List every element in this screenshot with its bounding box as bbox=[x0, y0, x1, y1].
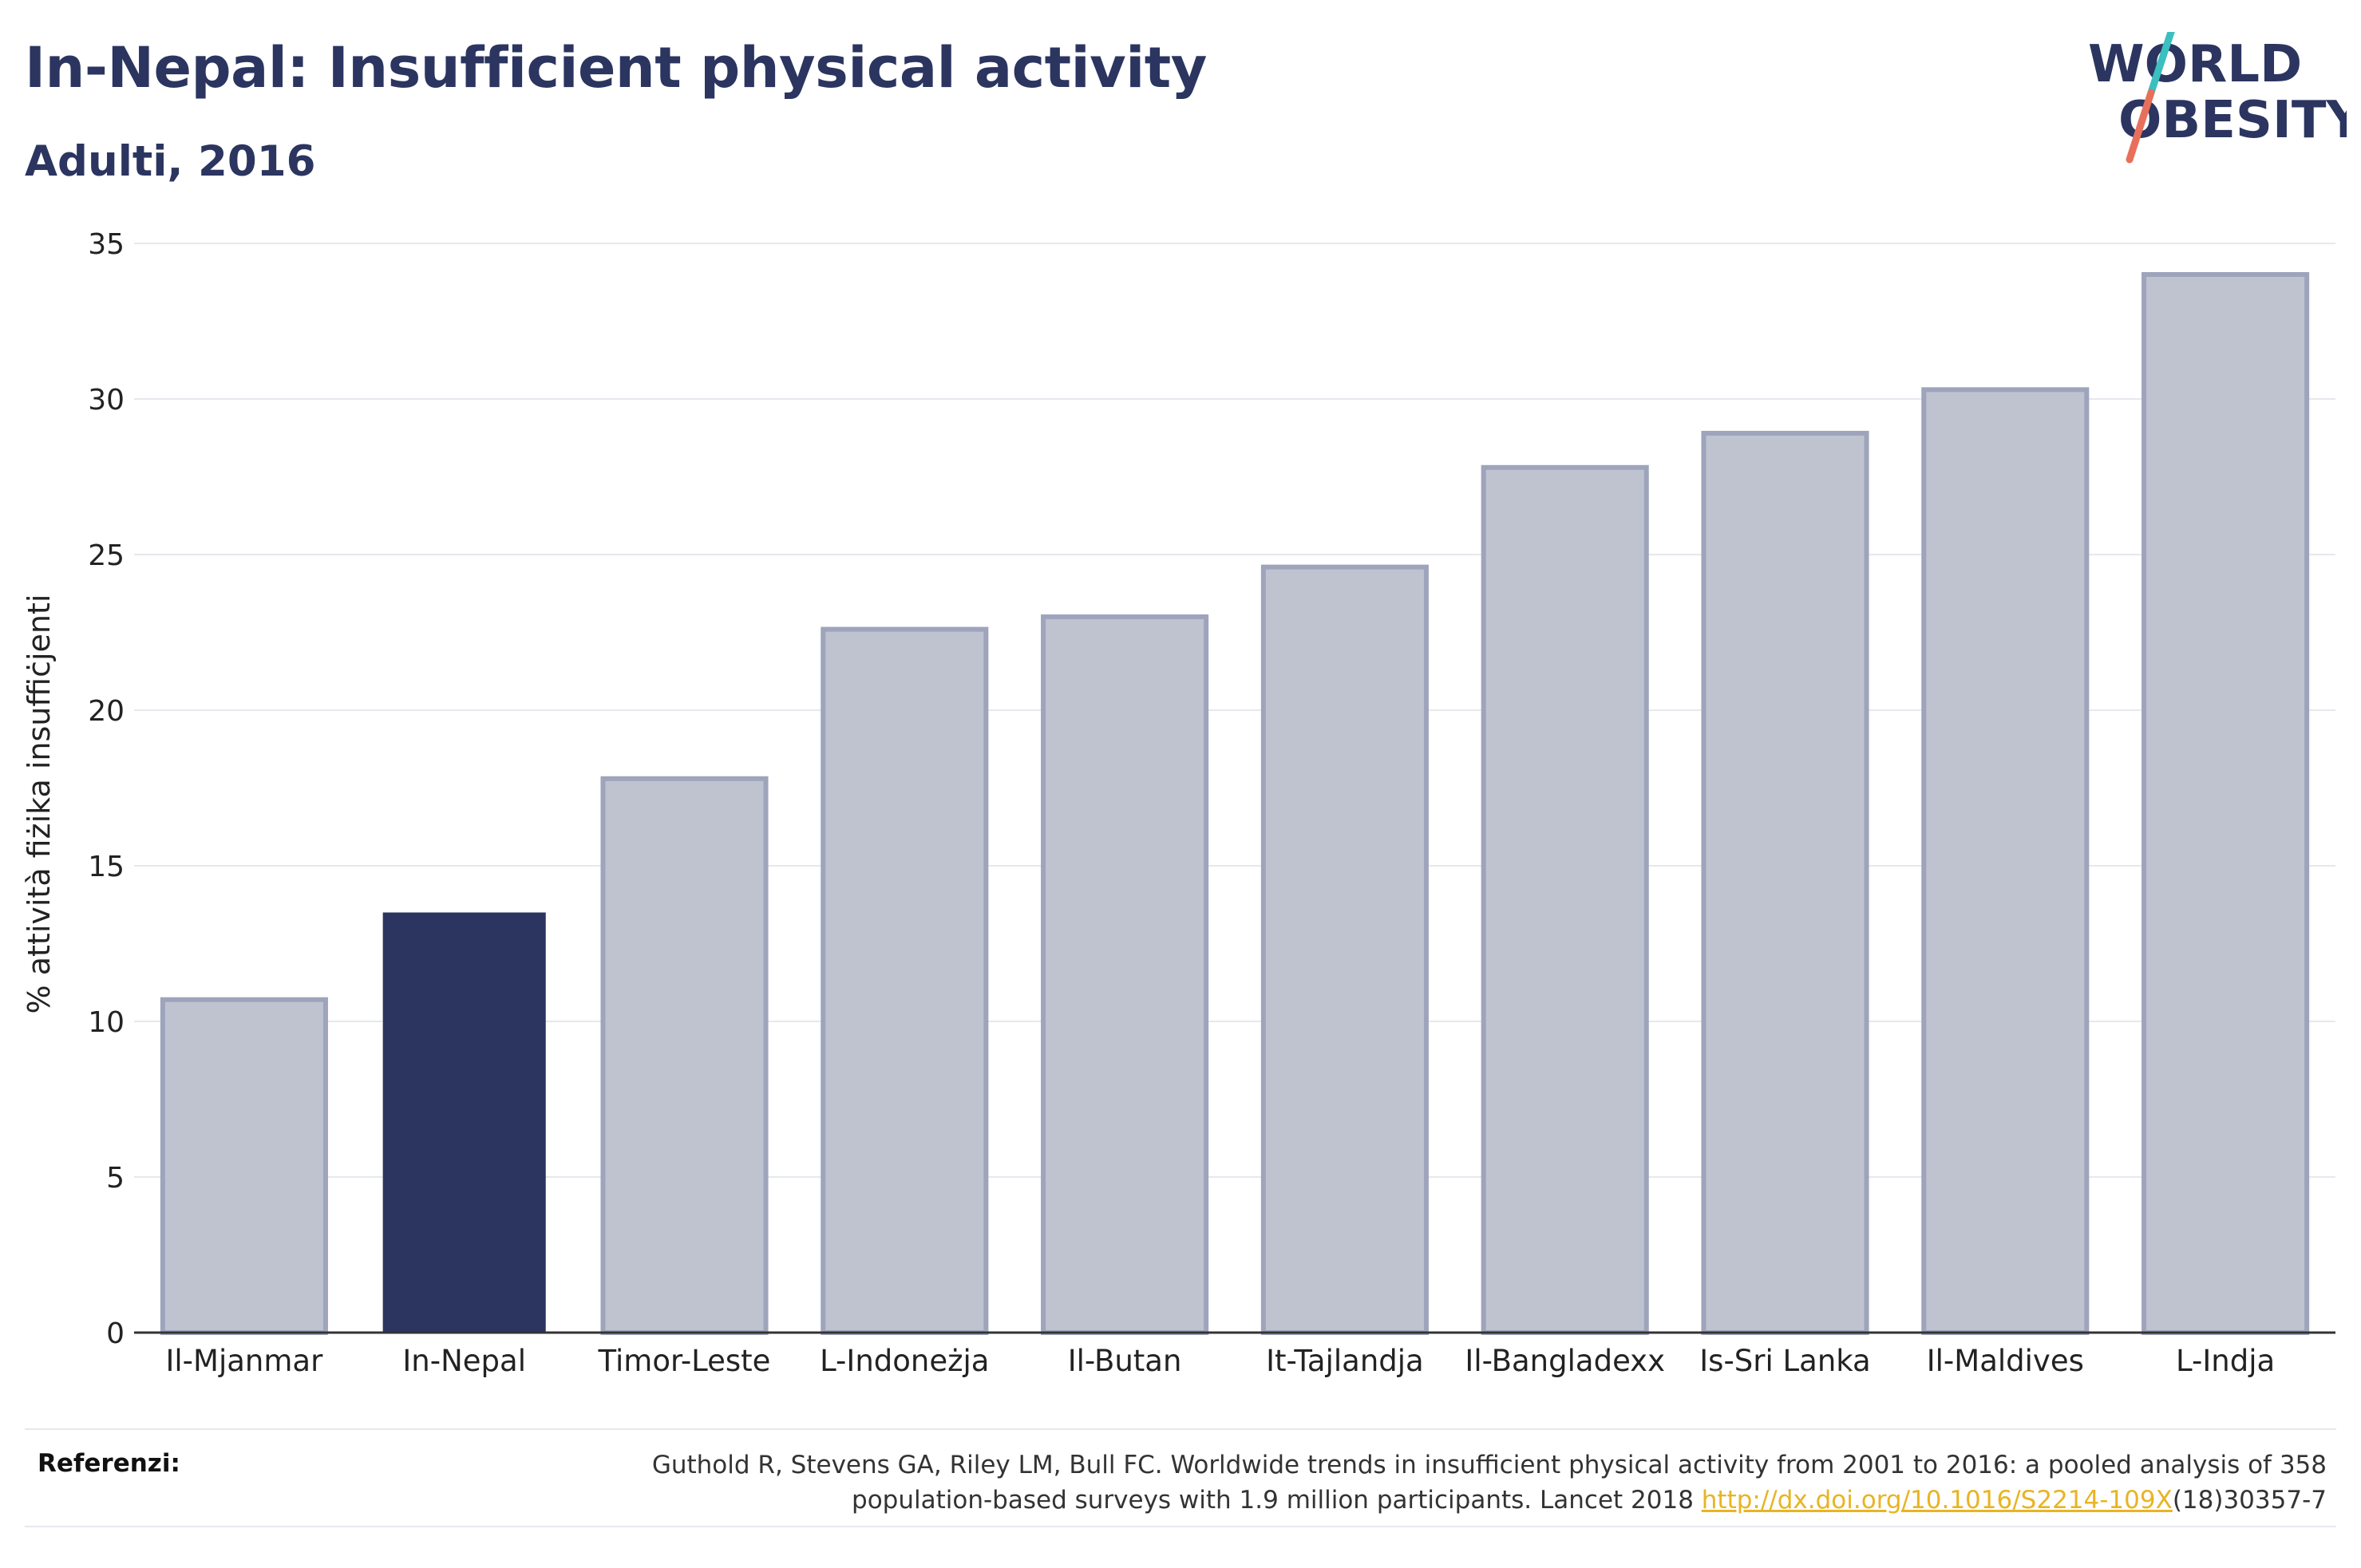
x-tick-label: Is-Sri Lanka bbox=[1699, 1344, 1870, 1378]
page-subtitle: Adulti, 2016 bbox=[25, 137, 316, 186]
y-axis-ticks: 0 5 10 15 20 25 30 35 bbox=[88, 228, 125, 1350]
x-tick-label: Il-Bangladexx bbox=[1465, 1344, 1665, 1378]
logo-word-world: WORLD bbox=[2088, 35, 2302, 94]
x-tick-label: In-Nepal bbox=[402, 1344, 526, 1378]
y-tick-label: 10 bbox=[88, 1006, 125, 1039]
y-tick-label: 20 bbox=[88, 695, 125, 728]
y-tick-label: 30 bbox=[88, 384, 125, 417]
doi-link[interactable]: http://dx.doi.org/10.1016/S2214-109X bbox=[1701, 1486, 2173, 1515]
x-tick-label: L-Indoneżja bbox=[820, 1344, 989, 1378]
page-title: In-Nepal: Insufficient physical activity bbox=[25, 35, 1207, 101]
y-tick-label: 25 bbox=[88, 539, 125, 572]
references-label: Referenzi: bbox=[38, 1449, 180, 1478]
x-tick-label: Timor-Leste bbox=[598, 1344, 771, 1378]
bar-L-Indoneżja bbox=[821, 626, 989, 1335]
x-tick-label: L-Indja bbox=[2176, 1344, 2275, 1378]
y-tick-label: 35 bbox=[88, 228, 125, 261]
x-tick-label: It-Tajlandja bbox=[1266, 1344, 1424, 1378]
bar-Il-Bangladexx bbox=[1481, 464, 1649, 1335]
reference-line-1: Guthold R, Stevens GA, Riley LM, Bull FC… bbox=[651, 1451, 2327, 1479]
world-obesity-logo: WORLD OBESITY bbox=[2088, 32, 2347, 164]
logo-word-obesity: OBESITY bbox=[2118, 91, 2347, 150]
bar-Il-Butan bbox=[1041, 614, 1209, 1335]
reference-line-2-end: (18)30357-7 bbox=[2172, 1486, 2327, 1515]
bar-Il-Maldives bbox=[1921, 387, 2090, 1335]
bar-L-Indja bbox=[2142, 272, 2310, 1335]
bar-chart: 0 5 10 15 20 25 30 35 Il-Mjanmar In-Nepal Timor-L… bbox=[22, 228, 2335, 1378]
y-axis-label: % attività fiżika insuffiċjenti bbox=[22, 594, 57, 1014]
bars bbox=[160, 272, 2310, 1335]
logo-slash-bottom bbox=[2126, 89, 2155, 164]
bar-Timor-Leste bbox=[600, 776, 769, 1335]
x-tick-label: Il-Maldives bbox=[1927, 1344, 2084, 1378]
y-tick-label: 5 bbox=[106, 1162, 125, 1195]
y-tick-label: 0 bbox=[106, 1317, 125, 1350]
bar-Il-Mjanmar bbox=[160, 997, 328, 1335]
bar-Is-Sri Lanka bbox=[1701, 430, 1869, 1335]
bar-It-Tajlandja bbox=[1260, 564, 1429, 1335]
y-tick-label: 15 bbox=[88, 851, 125, 883]
references-footer: Referenzi: Guthold R, Stevens GA, Riley … bbox=[25, 1428, 2336, 1527]
x-tick-label: Il-Mjanmar bbox=[165, 1344, 323, 1378]
x-tick-label: Il-Butan bbox=[1068, 1344, 1182, 1378]
reference-line-2: population-based surveys with 1.9 millio… bbox=[852, 1486, 1702, 1515]
logo-slash-top bbox=[2147, 32, 2175, 97]
bar-In-Nepal bbox=[382, 912, 546, 1333]
x-axis-ticks: Il-Mjanmar In-Nepal Timor-Leste L-Indoneżja… bbox=[165, 1344, 2275, 1378]
references-text: Guthold R, Stevens GA, Riley LM, Bull FC… bbox=[451, 1448, 2327, 1518]
